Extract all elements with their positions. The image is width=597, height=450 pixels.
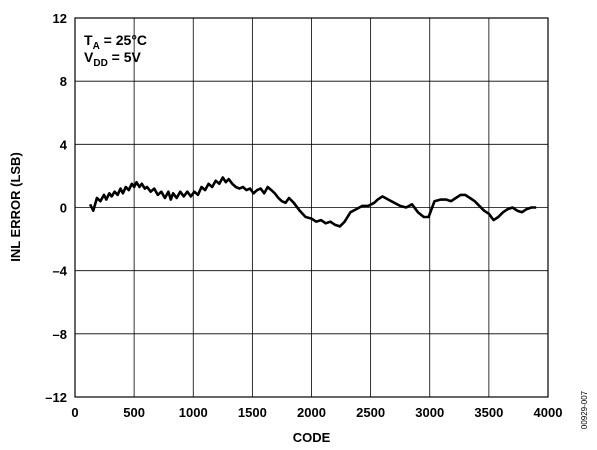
x-tick-label: 3000 [415, 405, 444, 420]
supply-value: = 5V [108, 49, 142, 65]
temp-subscript: A [93, 41, 100, 52]
gridlines [75, 18, 548, 397]
temperature-annotation: TA = 25°C [84, 32, 147, 52]
supply-subscript: DD [93, 58, 107, 69]
figure-id: 00929-007 [580, 390, 589, 429]
x-tick-label: 500 [123, 405, 145, 420]
y-tick-labels: 12 8 4 0 –4 –8 –12 [45, 11, 67, 405]
y-tick-label: 8 [60, 74, 67, 89]
x-tick-label: 1000 [179, 405, 208, 420]
y-tick-label: –8 [53, 327, 67, 342]
y-tick-label: 4 [60, 137, 68, 152]
x-tick-label: 2000 [297, 405, 326, 420]
x-tick-label: 2500 [356, 405, 385, 420]
x-tick-label: 4000 [534, 405, 563, 420]
x-axis-title: CODE [293, 430, 331, 445]
y-tick-label: –4 [53, 264, 68, 279]
supply-annotation: VDD = 5V [84, 49, 142, 69]
temp-value: = 25°C [100, 32, 147, 48]
x-tick-label: 1500 [238, 405, 267, 420]
x-tick-label: 3500 [474, 405, 503, 420]
y-tick-label: –12 [45, 390, 67, 405]
plot-frame [74, 17, 549, 398]
y-axis-title: INL ERROR (LSB) [8, 152, 23, 262]
x-tick-label: 0 [71, 405, 78, 420]
x-tick-labels: 0 500 1000 1500 2000 2500 3000 3500 4000 [71, 405, 562, 420]
temp-symbol: T [84, 32, 93, 48]
supply-symbol: V [84, 49, 94, 65]
y-tick-label: 12 [53, 11, 67, 26]
y-tick-label: 0 [60, 201, 67, 216]
inl-series-line [88, 176, 537, 228]
